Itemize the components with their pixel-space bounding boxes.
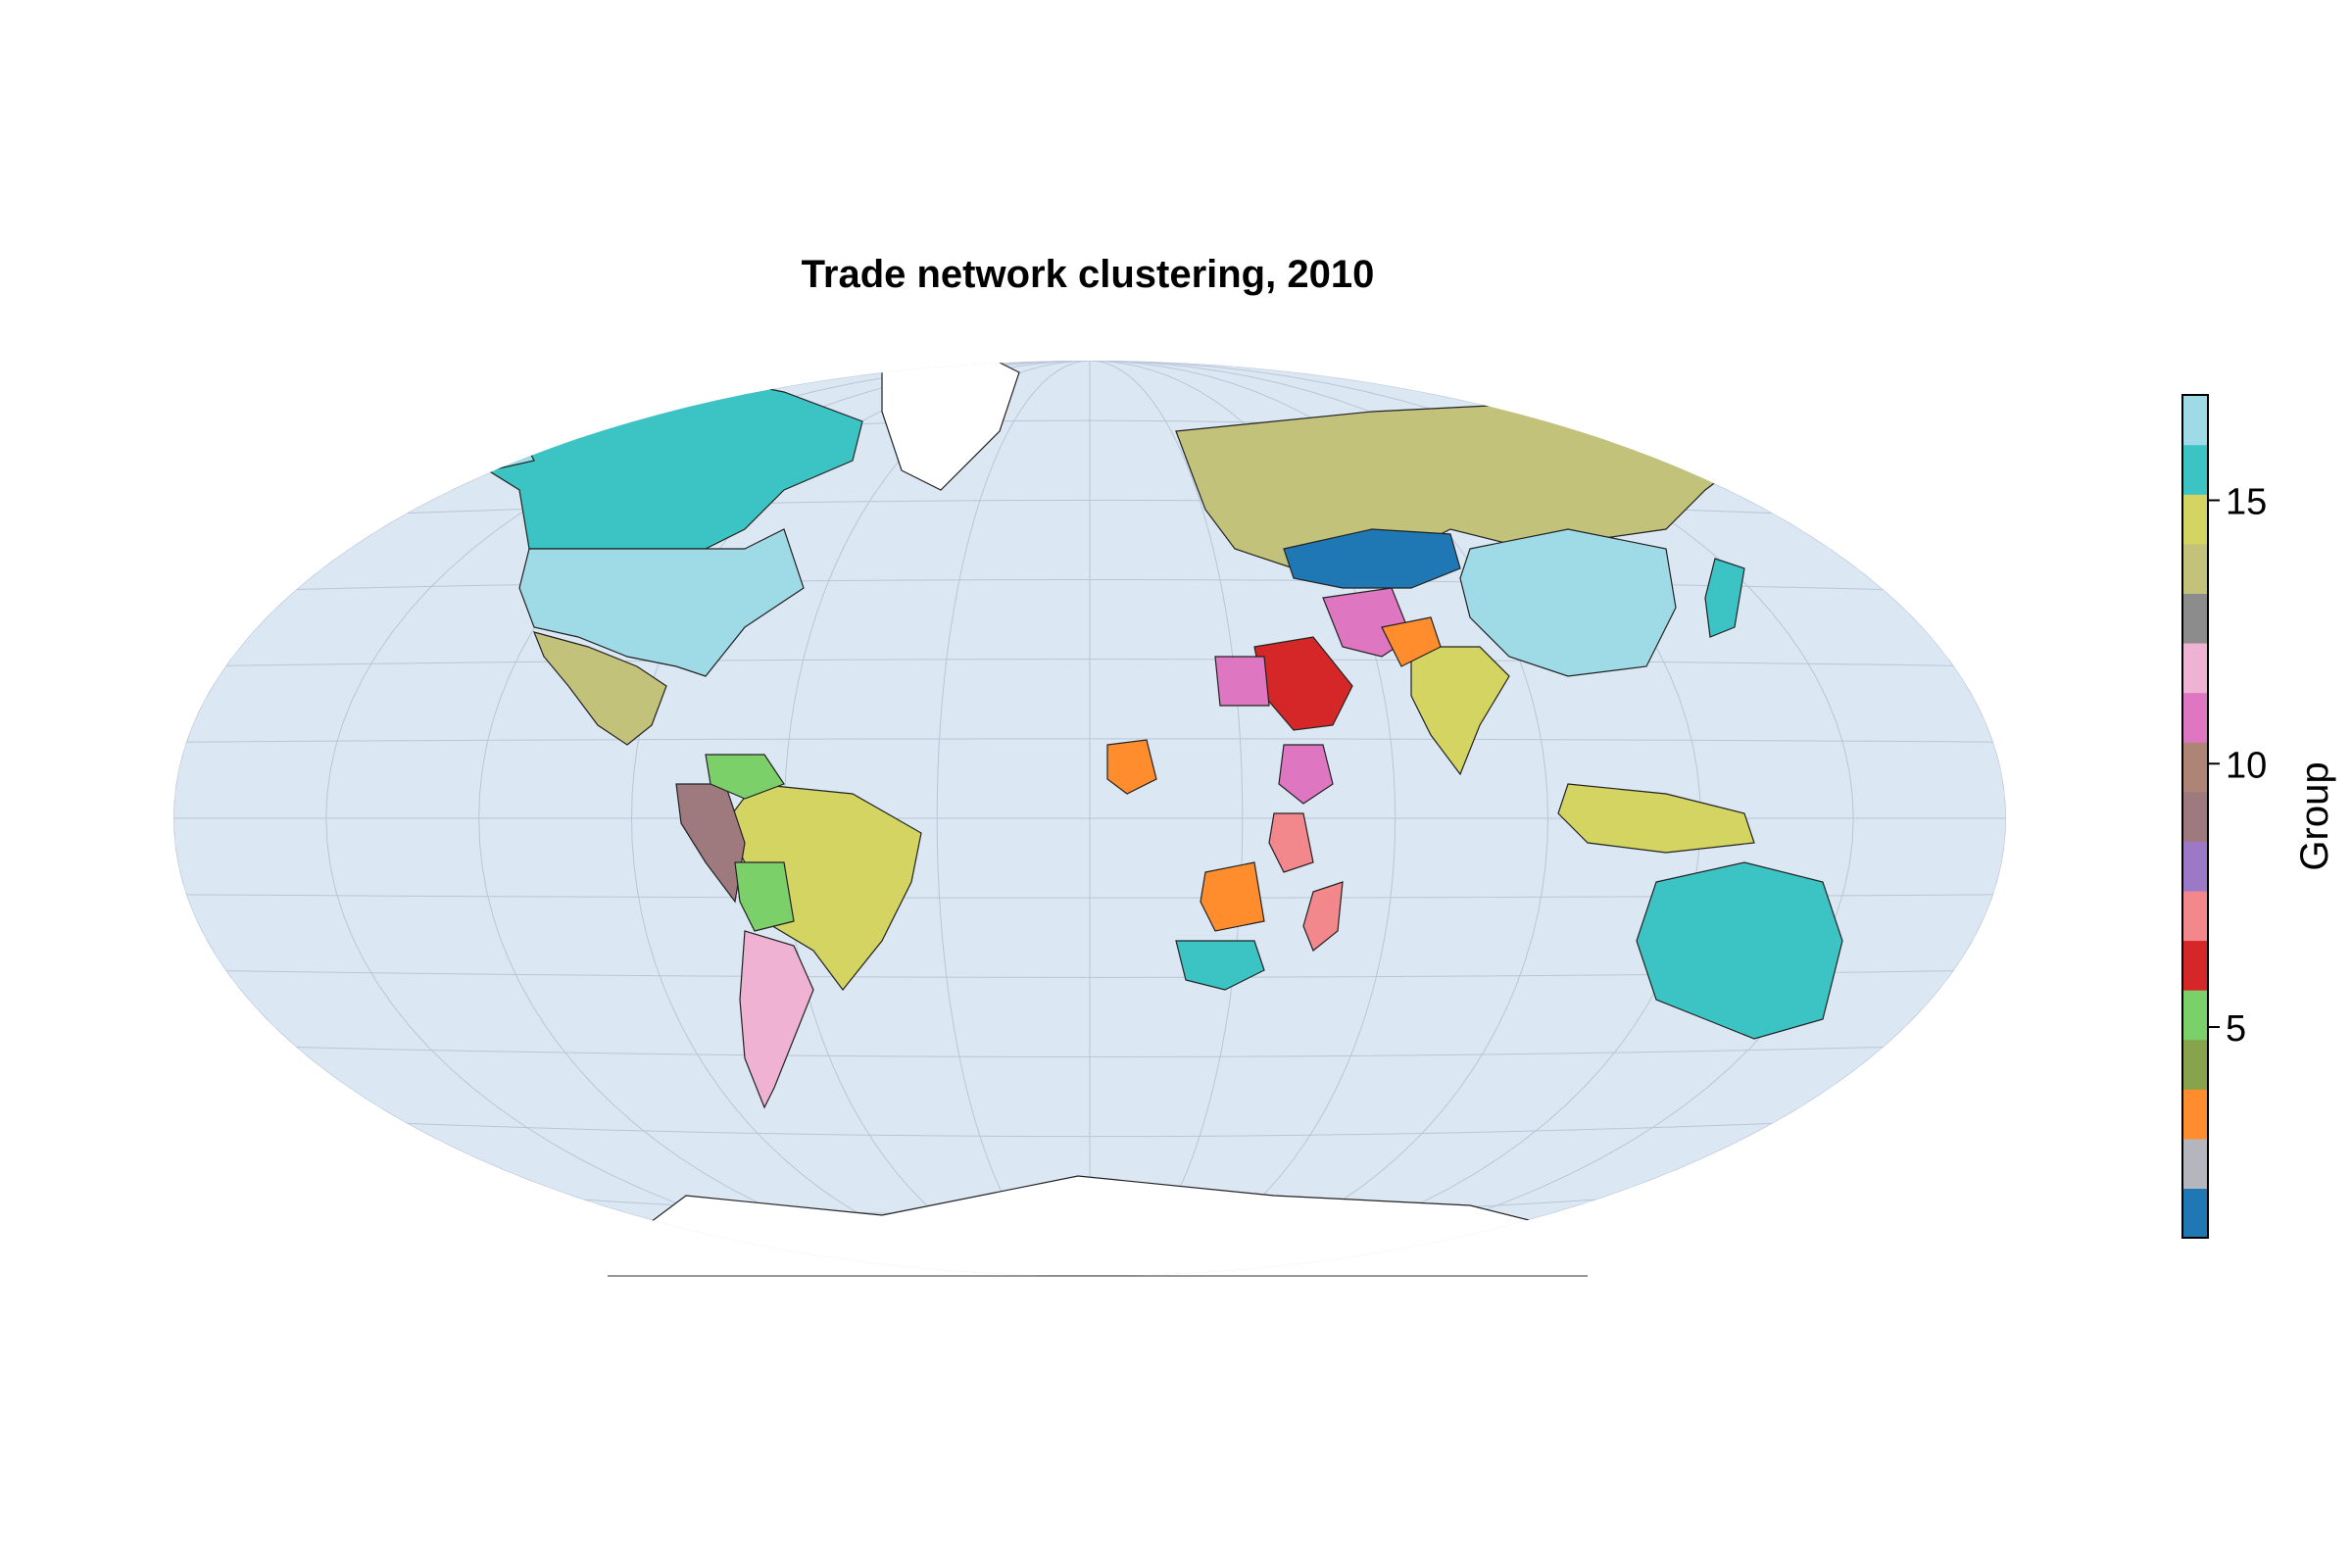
colorbar-swatch [2182, 841, 2208, 892]
colorbar-swatch [2182, 1039, 2208, 1090]
colorbar-swatch [2182, 1138, 2208, 1190]
graticule-parallel [296, 1047, 1884, 1057]
colorbar-tick-label: 5 [2226, 1008, 2246, 1050]
colorbar-swatch [2182, 990, 2208, 1041]
region-australia [1636, 861, 1843, 1040]
colorbar-swatch [2182, 742, 2208, 793]
map-title: Trade network clustering, 2010 [801, 253, 1375, 296]
region-antarctica [607, 1175, 1589, 1276]
region-afghanistan [1381, 616, 1442, 667]
colorbar-swatch [2182, 642, 2208, 694]
colorbar-swatch [2182, 692, 2208, 743]
colorbar-swatch [2182, 593, 2208, 644]
colorbar-swatch [2182, 1089, 2208, 1140]
region-ethiopia [1278, 744, 1334, 805]
graticule-parallel [407, 1122, 1773, 1138]
region-argentina [739, 930, 814, 1109]
colorbar-swatch [2182, 940, 2208, 991]
colorbar-tick-label: 10 [2226, 745, 2267, 786]
colorbar-label: Group [2293, 761, 2336, 870]
colorbar-swatch [2182, 1188, 2208, 1239]
map-regions [430, 361, 1843, 1276]
region-japan [1704, 558, 1745, 638]
region-mozambique [1200, 861, 1265, 932]
region-china [1459, 528, 1677, 677]
region-colombia [705, 754, 785, 800]
colorbar-swatch [2182, 791, 2208, 842]
graticule-parallel [186, 738, 1993, 743]
region-bolivia [734, 861, 795, 932]
region-mexico [532, 631, 667, 746]
region-india [1410, 646, 1510, 776]
colorbar-swatch [2182, 543, 2208, 594]
graticule-parallel [225, 659, 1954, 666]
colorbar-tick-label: 15 [2226, 482, 2267, 523]
colorbar-frame [2181, 394, 2209, 1239]
colorbar-swatches [2182, 395, 2208, 1239]
region-nigeria [1106, 739, 1157, 795]
region-united-states [518, 528, 805, 677]
region-egypt [1214, 656, 1270, 707]
region-kazakhstan [1283, 528, 1461, 589]
colorbar-swatch [2182, 444, 2208, 495]
region-madagascar [1302, 881, 1344, 952]
region-south-africa [1175, 940, 1265, 991]
colorbar-swatch [2182, 395, 2208, 446]
region-kenya [1268, 812, 1314, 873]
colorbar-swatch [2182, 494, 2208, 545]
colorbar-ticks: 5 10 15 [2208, 482, 2267, 1050]
colorbar-swatch [2182, 890, 2208, 942]
region-indonesia [1557, 783, 1755, 854]
region-greenland [881, 361, 1020, 491]
